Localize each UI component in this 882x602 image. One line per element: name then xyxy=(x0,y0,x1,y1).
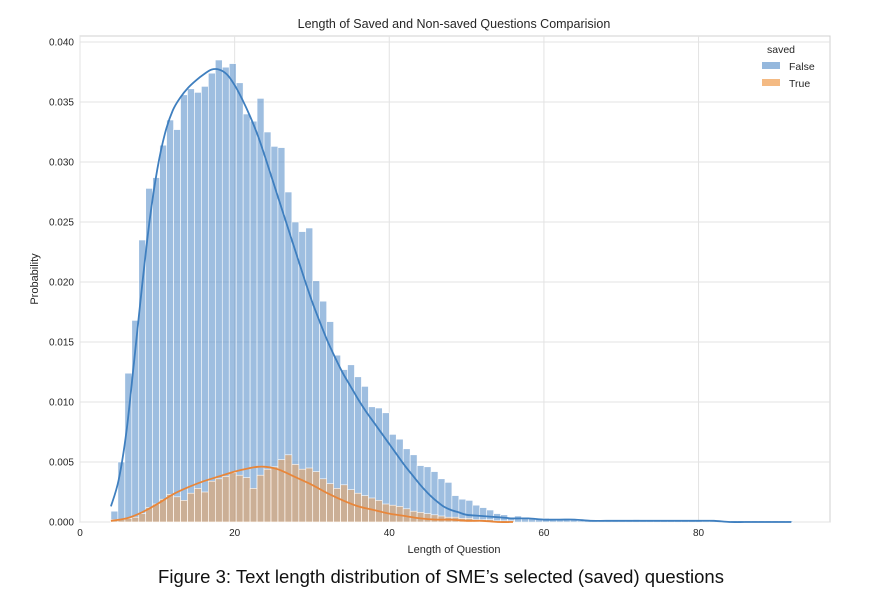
bar-true xyxy=(423,513,432,523)
bar-false xyxy=(249,120,258,523)
bar-false xyxy=(208,72,216,523)
bar-true xyxy=(312,471,320,523)
bar-true xyxy=(416,512,425,523)
y-axis-label: Probability xyxy=(29,253,41,305)
bar-false xyxy=(117,461,126,523)
bar-false xyxy=(256,98,265,523)
bar-true xyxy=(187,492,195,523)
y-tick-label: 0.040 xyxy=(49,38,74,49)
bar-false xyxy=(215,59,223,523)
legend-swatch-false xyxy=(762,62,780,69)
legend-label-false: False xyxy=(789,61,815,73)
bar-true xyxy=(333,488,341,523)
bar-true xyxy=(138,513,147,523)
y-tick-label: 0.000 xyxy=(49,518,74,529)
bar-false xyxy=(270,146,279,523)
bar-false xyxy=(194,92,202,523)
bar-true xyxy=(340,484,348,523)
kde-line-true xyxy=(110,465,513,523)
legend: saved False True xyxy=(762,44,815,90)
x-axis-ticks: 0 20 40 60 80 xyxy=(77,528,704,539)
bar-true xyxy=(298,468,307,523)
x-tick-label: 80 xyxy=(693,528,705,539)
bar-true xyxy=(173,496,181,523)
x-axis-label: Length of Question xyxy=(408,544,501,556)
bar-false xyxy=(263,131,272,523)
bar-true xyxy=(201,491,209,523)
bar-false xyxy=(235,82,244,523)
bar-true xyxy=(284,454,293,523)
bar-true xyxy=(347,489,355,523)
bar-false xyxy=(180,94,188,523)
bar-false xyxy=(166,119,174,523)
y-tick-label: 0.010 xyxy=(49,398,74,409)
y-tick-label: 0.015 xyxy=(49,338,74,349)
bar-true xyxy=(208,480,216,523)
bar-true xyxy=(249,488,258,523)
bar-true xyxy=(430,514,439,523)
legend-title: saved xyxy=(767,44,795,56)
bar-true xyxy=(319,478,327,523)
bar-true xyxy=(263,468,272,523)
bar-true xyxy=(235,474,244,523)
x-tick-label: 0 xyxy=(77,528,83,539)
bar-false xyxy=(152,177,160,523)
bar-false xyxy=(173,129,181,523)
bar-false xyxy=(159,144,167,523)
bar-false xyxy=(187,88,195,523)
bar-false xyxy=(242,113,251,523)
x-tick-label: 40 xyxy=(384,528,396,539)
bar-false xyxy=(228,63,237,523)
bar-true xyxy=(242,477,251,523)
bar-true xyxy=(166,494,174,523)
kde-lines xyxy=(110,68,792,523)
bars-false-series xyxy=(110,59,794,523)
figure-caption: Figure 3: Text length distribution of SM… xyxy=(158,566,724,587)
kde-line-false xyxy=(110,68,792,523)
chart-title: Length of Saved and Non-saved Questions … xyxy=(298,17,611,31)
bar-true xyxy=(326,483,334,523)
bar-true xyxy=(180,500,188,523)
bar-true xyxy=(215,478,223,523)
y-axis-ticks: 0.000 0.005 0.010 0.015 0.020 0.025 0.030 0.035… xyxy=(49,38,74,529)
bar-true xyxy=(131,516,140,523)
bar-true xyxy=(256,474,265,523)
legend-swatch-true xyxy=(762,79,780,86)
y-tick-label: 0.020 xyxy=(49,278,74,289)
bar-true xyxy=(221,476,230,523)
x-tick-label: 20 xyxy=(229,528,241,539)
bar-false xyxy=(437,478,446,523)
bar-true xyxy=(291,464,300,523)
bar-true xyxy=(228,472,237,523)
bar-true xyxy=(194,488,202,523)
y-tick-label: 0.025 xyxy=(49,218,74,229)
bar-false xyxy=(201,86,209,523)
bar-false xyxy=(444,482,453,523)
y-tick-label: 0.030 xyxy=(49,158,74,169)
chart: Length of Saved and Non-saved Questions … xyxy=(29,17,831,556)
x-tick-label: 60 xyxy=(538,528,550,539)
bar-true xyxy=(305,467,314,523)
y-tick-label: 0.005 xyxy=(49,458,74,469)
bar-true xyxy=(270,466,279,523)
y-tick-label: 0.035 xyxy=(49,98,74,109)
bar-false xyxy=(221,66,230,523)
plot-area xyxy=(79,35,831,523)
legend-label-true: True xyxy=(789,78,810,90)
